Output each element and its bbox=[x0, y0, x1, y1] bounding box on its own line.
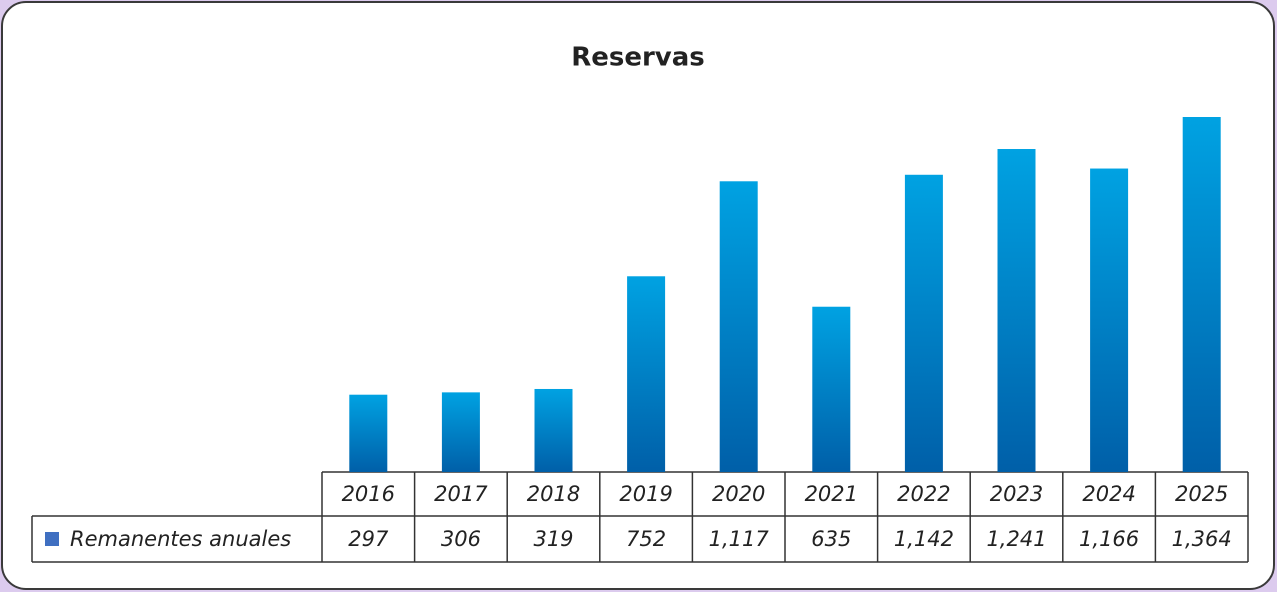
x-tick-label: 2017 bbox=[434, 482, 488, 506]
bar bbox=[997, 149, 1036, 473]
data-label: 635 bbox=[811, 527, 851, 551]
data-label: 297 bbox=[348, 527, 389, 551]
data-label: 1,166 bbox=[1079, 527, 1139, 551]
x-tick-label: 2018 bbox=[527, 482, 580, 506]
x-tick-label: 2019 bbox=[619, 482, 672, 506]
data-label: 1,117 bbox=[709, 527, 770, 551]
bar bbox=[534, 388, 573, 472]
data-label: 319 bbox=[533, 527, 573, 551]
data-label: 1,364 bbox=[1172, 527, 1232, 551]
x-tick-label: 2016 bbox=[342, 482, 395, 506]
bar bbox=[812, 306, 851, 472]
legend-label: Remanentes anuales bbox=[70, 527, 291, 551]
bar bbox=[441, 392, 480, 472]
bar bbox=[1090, 168, 1129, 472]
bar bbox=[349, 394, 388, 472]
data-label: 1,142 bbox=[894, 527, 954, 551]
data-label: 752 bbox=[626, 527, 666, 551]
bar bbox=[904, 174, 943, 472]
bar bbox=[1182, 117, 1221, 472]
x-tick-label: 2022 bbox=[897, 482, 950, 506]
chart-title: Reservas bbox=[571, 43, 705, 73]
x-tick-label: 2025 bbox=[1175, 482, 1228, 506]
legend-swatch bbox=[45, 532, 59, 546]
bar bbox=[719, 181, 758, 472]
bar bbox=[627, 276, 666, 472]
data-label: 1,241 bbox=[986, 527, 1046, 551]
x-tick-label: 2020 bbox=[712, 482, 765, 506]
x-tick-label: 2021 bbox=[805, 482, 858, 506]
x-tick-label: 2024 bbox=[1082, 482, 1135, 506]
x-tick-label: 2023 bbox=[990, 482, 1043, 506]
data-label: 306 bbox=[441, 527, 481, 551]
